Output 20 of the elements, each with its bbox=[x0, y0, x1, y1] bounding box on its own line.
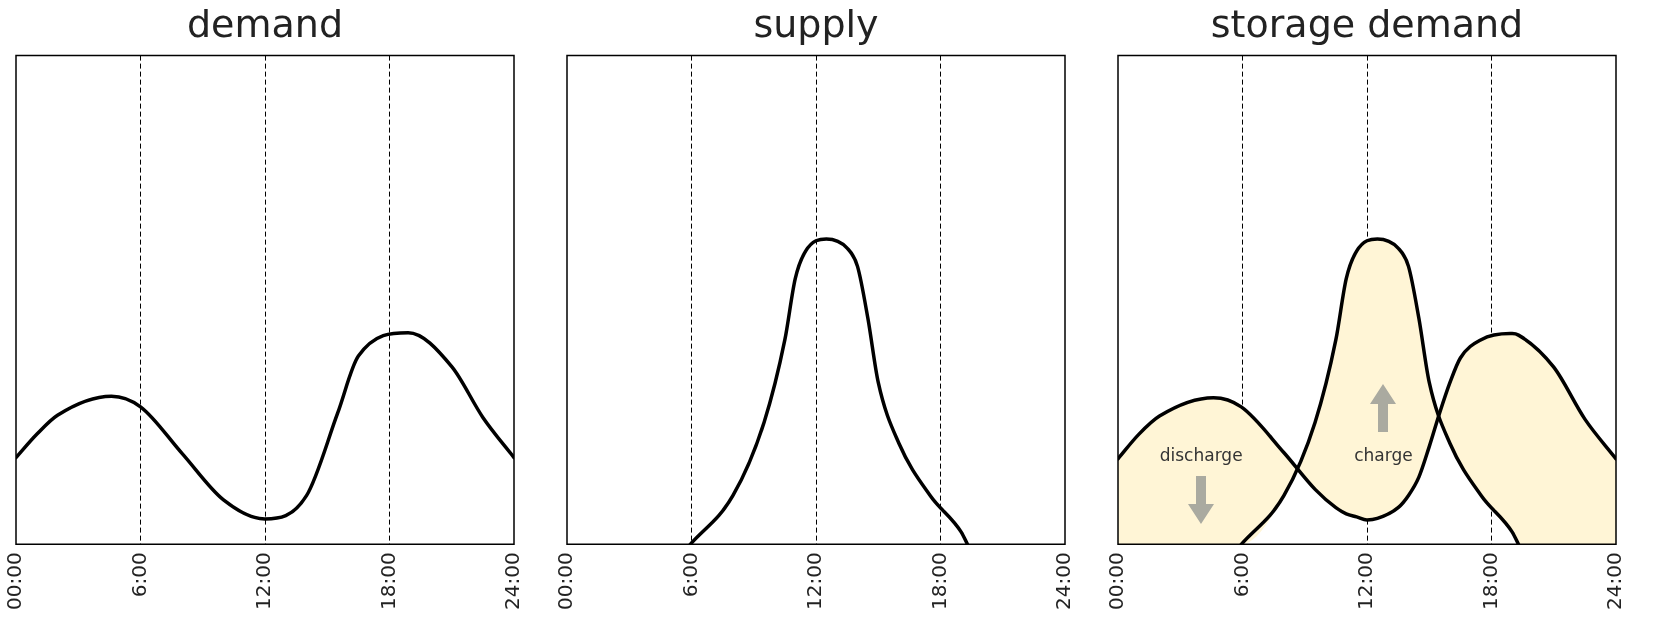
x-tick-label: 6:00 bbox=[126, 552, 151, 598]
x-tick-label: 12:00 bbox=[251, 552, 276, 610]
x-tick-label: 18:00 bbox=[926, 552, 951, 610]
x-tick-label: 24:00 bbox=[500, 552, 525, 610]
chart-title: supply bbox=[753, 1, 879, 46]
x-tick-label: 24:00 bbox=[1051, 552, 1076, 610]
x-tick-label: 12:00 bbox=[1353, 552, 1378, 610]
x-tick-label: 18:00 bbox=[375, 552, 400, 610]
x-tick-label: 12:00 bbox=[802, 552, 827, 610]
x-tick-label: 00:00 bbox=[2, 552, 27, 610]
x-tick-label: 18:00 bbox=[1477, 552, 1502, 610]
x-tick-label: 6:00 bbox=[1228, 552, 1253, 598]
x-tick-label: 6:00 bbox=[677, 552, 702, 598]
x-tick-label: 24:00 bbox=[1602, 552, 1627, 610]
annotation: discharge bbox=[1159, 444, 1243, 465]
chart-title: storage demand bbox=[1210, 1, 1524, 46]
annotation: charge bbox=[1354, 444, 1413, 465]
x-tick-label: 00:00 bbox=[1104, 552, 1129, 610]
chart-title: demand bbox=[186, 1, 344, 46]
x-tick-label: 00:00 bbox=[553, 552, 578, 610]
